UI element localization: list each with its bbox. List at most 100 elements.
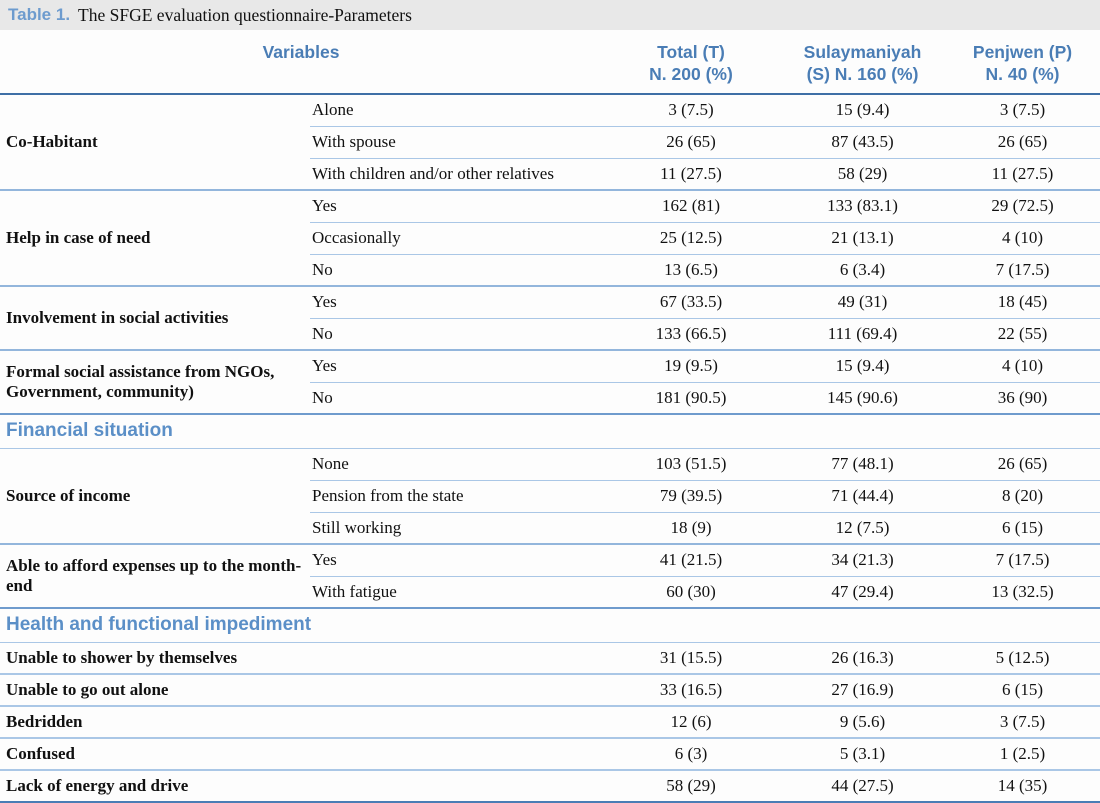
sub-label-cell: Yes: [310, 349, 602, 382]
col-header-sulaymaniyah-line2: (S) N. 160 (%): [806, 63, 919, 84]
col-header-sulaymaniyah: Sulaymaniyah (S) N. 160 (%): [780, 30, 945, 95]
value-cell-sulaymaniyah: 111 (69.4): [780, 317, 945, 350]
value-cell-total: 79 (39.5): [602, 479, 780, 512]
group-label-cell: Able to afford expenses up to the month-…: [0, 543, 310, 608]
table-row: Help in case of need Yes 162 (81) 133 (8…: [0, 189, 1100, 286]
value-cell-sulaymaniyah: 47 (29.4): [780, 575, 945, 608]
value-cell-total: 181 (90.5): [602, 381, 780, 414]
value-cell-sulaymaniyah: 27 (16.9): [780, 673, 945, 706]
section-heading-financial: Financial situation: [0, 413, 1100, 449]
value-cell-sulaymaniyah: 49 (31): [780, 285, 945, 318]
sub-label-cell: No: [310, 381, 602, 414]
value-cell-total: 18 (9): [602, 511, 780, 544]
value-cell-penjwen: 5 (12.5): [995, 647, 1050, 667]
col-header-penjwen-line2: N. 40 (%): [985, 63, 1060, 84]
value-cell-penjwen: 6 (15): [945, 673, 1100, 706]
row-label-cell: Confused: [0, 737, 602, 770]
value-cell-total: 25 (12.5): [602, 221, 780, 254]
sub-label-cell: Occasionally: [310, 221, 602, 254]
col-header-total-line2: N. 200 (%): [649, 63, 733, 84]
value-cell-penjwen: 3 (7.5): [999, 100, 1046, 120]
value-cell-penjwen: 1 (2.5): [945, 737, 1100, 770]
value-cell-total: 13 (6.5): [602, 253, 780, 286]
value-cell-penjwen: 8 (20): [945, 479, 1100, 512]
row-label-cell: Unable to shower by themselves: [6, 647, 238, 667]
value-cell-penjwen: 11 (27.5): [945, 157, 1100, 190]
value-cell-sulaymaniyah: 34 (21.3): [780, 543, 945, 576]
value-cell-sulaymaniyah: 26 (16.3): [831, 647, 894, 667]
table-row: Occasionally 25 (12.5) 21 (13.1) 4 (10): [0, 221, 1100, 254]
value-cell-sulaymaniyah: 133 (83.1): [780, 189, 945, 222]
col-header-penjwen-line1: Penjwen (P): [972, 42, 1073, 62]
value-cell-sulaymaniyah: 9 (5.6): [780, 705, 945, 738]
table-row: Confused 6 (3) 5 (3.1) 1 (2.5): [0, 737, 1100, 770]
value-cell-total: 60 (30): [602, 575, 780, 608]
value-cell-penjwen: 7 (17.5): [945, 253, 1100, 286]
value-cell-penjwen: 22 (55): [945, 317, 1100, 350]
row-label-cell: Lack of energy and drive: [0, 769, 602, 803]
table-row: Involvement in social activities Yes 67 …: [0, 285, 1100, 350]
section-heading-health: Health and functional impediment: [0, 607, 1100, 643]
value-cell-sulaymaniyah: 12 (7.5): [780, 511, 945, 544]
value-cell-total: 11 (27.5): [602, 157, 780, 190]
table-row: With children and/or other relatives 11 …: [0, 157, 1100, 190]
value-cell-total: 19 (9.5): [602, 349, 780, 382]
value-cell-penjwen: 26 (65): [945, 125, 1100, 158]
value-cell-sulaymaniyah: 21 (13.1): [780, 221, 945, 254]
table-row: Unable to shower by themselves 31 (15.5)…: [0, 642, 1100, 674]
table-row: Source of income None 103 (51.5) 77 (48.…: [0, 448, 1100, 505]
sub-label-cell: Alone: [312, 100, 354, 120]
section-heading-row: Financial situation: [0, 413, 1100, 449]
value-cell-penjwen: 29 (72.5): [945, 189, 1100, 222]
group-label-cell: Source of income: [6, 485, 131, 505]
value-cell-total: 12 (6): [602, 705, 780, 738]
value-cell-penjwen: 13 (32.5): [945, 575, 1100, 608]
table-number-label: Table 1.: [8, 5, 71, 24]
value-cell-penjwen: 4 (10): [945, 221, 1100, 254]
table-row: Unable to go out alone 33 (16.5) 27 (16.…: [0, 673, 1100, 706]
value-cell-penjwen: 18 (45): [945, 285, 1100, 318]
sub-label-cell: Pension from the state: [310, 479, 602, 512]
value-cell-penjwen: 14 (35): [945, 769, 1100, 803]
value-cell-penjwen: 6 (15): [945, 511, 1100, 544]
table-row: Lack of energy and drive 58 (29) 44 (27.…: [0, 769, 1100, 803]
value-cell-penjwen: 26 (65): [997, 454, 1048, 473]
table-row: Formal social assistance from NGOs, Gove…: [0, 349, 1100, 414]
value-cell-total: 67 (33.5): [602, 285, 780, 318]
value-cell-sulaymaniyah: 58 (29): [780, 157, 945, 190]
group-label-cell: Help in case of need: [0, 189, 310, 286]
table-row: Able to afford expenses up to the month-…: [0, 543, 1100, 608]
value-cell-sulaymaniyah: 87 (43.5): [780, 125, 945, 158]
table-row: With spouse 26 (65) 87 (43.5) 26 (65): [0, 125, 1100, 158]
sub-label-cell: No: [310, 317, 602, 350]
sub-label-cell: Yes: [310, 285, 602, 318]
row-label-cell: Unable to go out alone: [0, 673, 602, 706]
value-cell-sulaymaniyah: 15 (9.4): [835, 100, 890, 120]
value-cell-penjwen: 3 (7.5): [945, 705, 1100, 738]
value-cell-total: 133 (66.5): [602, 317, 780, 350]
table-title: The SFGE evaluation questionnaire-Parame…: [78, 4, 412, 25]
table-row: Pension from the state 79 (39.5) 71 (44.…: [0, 479, 1100, 512]
value-cell-total: 26 (65): [602, 125, 780, 158]
table-row: With fatigue 60 (30) 47 (29.4) 13 (32.5): [0, 575, 1100, 608]
sub-label-cell: With children and/or other relatives: [310, 157, 602, 190]
group-label-cell: Involvement in social activities: [0, 285, 310, 350]
value-cell-penjwen: 4 (10): [945, 349, 1100, 382]
row-label-cell: Bedridden: [0, 705, 602, 738]
table-title-bar: Table 1. The SFGE evaluation questionnai…: [0, 0, 1100, 30]
value-cell-sulaymaniyah: 145 (90.6): [780, 381, 945, 414]
table-row: Still working 18 (9) 12 (7.5) 6 (15): [0, 511, 1100, 544]
table-row: Bedridden 12 (6) 9 (5.6) 3 (7.5): [0, 705, 1100, 738]
sub-label-cell: None: [312, 454, 349, 473]
value-cell-sulaymaniyah: 6 (3.4): [780, 253, 945, 286]
value-cell-penjwen: 7 (17.5): [945, 543, 1100, 576]
value-cell-total: 103 (51.5): [655, 454, 727, 473]
value-cell-sulaymaniyah: 44 (27.5): [780, 769, 945, 803]
value-cell-total: 41 (21.5): [602, 543, 780, 576]
value-cell-penjwen: 36 (90): [945, 381, 1100, 414]
value-cell-sulaymaniyah: 15 (9.4): [780, 349, 945, 382]
value-cell-sulaymaniyah: 5 (3.1): [780, 737, 945, 770]
sub-label-cell: Yes: [310, 189, 602, 222]
column-header-row: Variables Total (T) N. 200 (%) Sulaymani…: [0, 30, 1100, 95]
value-cell-total: 162 (81): [602, 189, 780, 222]
